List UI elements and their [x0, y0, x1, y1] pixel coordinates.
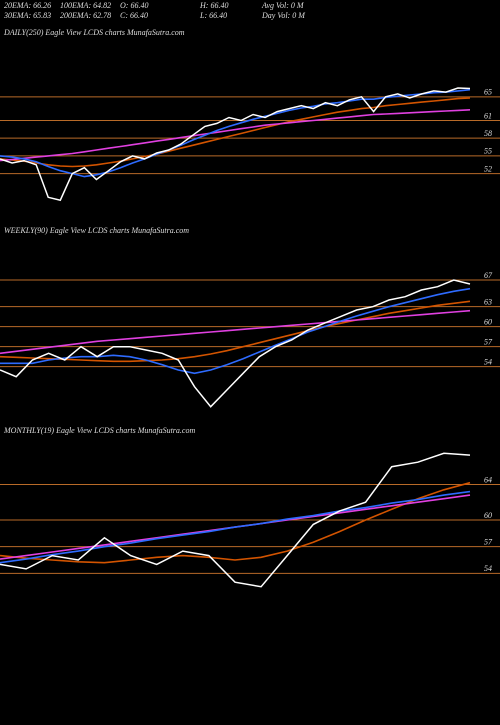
price-line: [0, 97, 471, 168]
header-stat: C: 66.40: [120, 11, 148, 20]
y-tick-label: 61: [484, 111, 492, 120]
panel-title: DAILY(250) Eagle View LCDS charts Munafa…: [3, 28, 185, 37]
y-tick-label: 57: [484, 337, 493, 346]
y-tick-label: 54: [484, 357, 492, 366]
y-tick-label: 64: [484, 475, 492, 484]
y-tick-label: 67: [484, 271, 493, 280]
y-tick-label: 55: [484, 147, 492, 156]
y-tick-label: 54: [484, 564, 492, 573]
price-line: [0, 279, 471, 408]
header-stat: L: 66.40: [199, 11, 227, 20]
y-tick-label: 63: [484, 297, 492, 306]
header-stat: 200EMA: 62.78: [60, 11, 111, 20]
header-stat: O: 66.40: [120, 1, 148, 10]
price-line: [0, 490, 471, 564]
price-line: [0, 87, 471, 202]
y-tick-label: 60: [484, 317, 492, 326]
header-stat: 20EMA: 66.26: [4, 1, 51, 10]
price-line: [0, 452, 471, 588]
panel-title: WEEKLY(90) Eagle View LCDS charts Munafa…: [4, 226, 189, 235]
header-stat: 100EMA: 64.82: [60, 1, 111, 10]
header-stat: H: 66.40: [199, 1, 228, 10]
y-tick-label: 57: [484, 537, 493, 546]
price-line: [0, 287, 471, 375]
header-stat: Avg Vol: 0 M: [261, 1, 305, 10]
price-line: [0, 481, 471, 564]
header: 20EMA: 66.26 100EMA: 64.82 O: 66.40 H: 66.4…: [3, 1, 306, 20]
price-line: [0, 88, 471, 178]
y-tick-label: 65: [484, 88, 492, 97]
price-line: [0, 309, 471, 355]
price-line: [0, 300, 471, 363]
panel-title: MONTHLY(19) Eagle View LCDS charts Munaf…: [3, 426, 195, 435]
header-stat: 30EMA: 65.83: [3, 11, 51, 20]
price-line: [0, 109, 471, 162]
header-stat: Day Vol: 0 M: [261, 11, 306, 20]
y-tick-label: 52: [484, 164, 492, 173]
y-tick-label: 60: [484, 511, 492, 520]
y-tick-label: 58: [484, 129, 492, 138]
